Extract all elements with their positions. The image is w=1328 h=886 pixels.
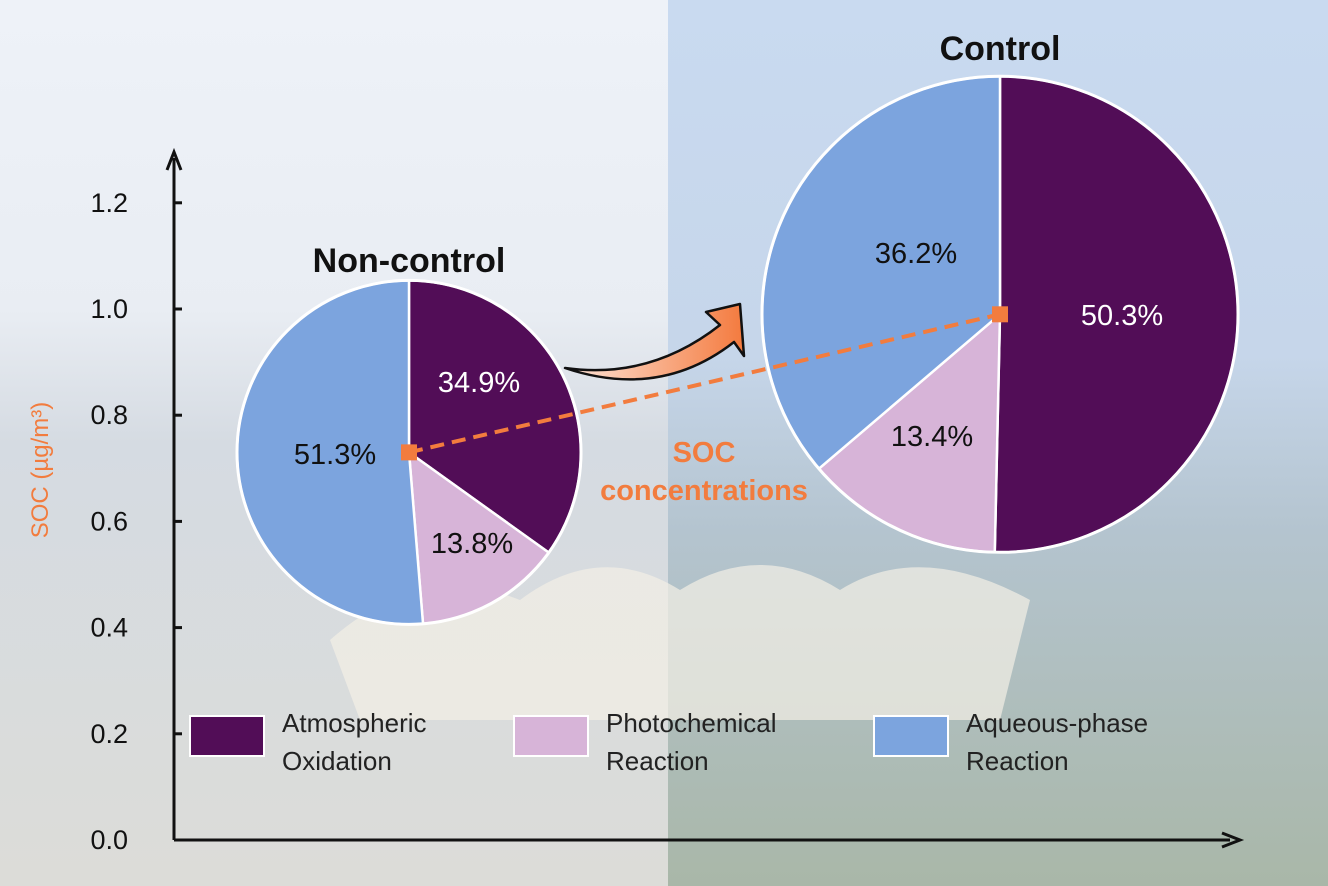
y-axis-label: SOC (µg/m³)	[27, 402, 54, 539]
slice-data-label: 36.2%	[875, 238, 957, 270]
legend-label: Photochemical	[606, 708, 777, 738]
y-tick-label: 1.2	[90, 188, 128, 218]
legend-swatch	[873, 715, 949, 757]
y-tick-label: 0.6	[90, 506, 128, 536]
stadium-silhouette	[330, 565, 1030, 720]
slice-data-label: 13.4%	[891, 421, 973, 453]
pie-title: Non-control	[313, 242, 506, 280]
legend-label: Oxidation	[282, 746, 392, 776]
soc-point-marker	[401, 444, 417, 461]
pie-outline	[235, 278, 583, 626]
y-tick-label: 0.8	[90, 400, 128, 430]
legend-label: Reaction	[966, 746, 1069, 776]
legend-label: Reaction	[606, 746, 709, 776]
y-axis-arrowhead	[165, 147, 183, 171]
soc-annotation: SOC	[673, 437, 736, 469]
pie-title: Control	[940, 30, 1061, 68]
pie-outline	[760, 74, 1240, 554]
legend-swatch	[513, 715, 589, 757]
slice-data-label: 34.9%	[438, 367, 520, 399]
y-tick-label: 0.0	[90, 825, 128, 855]
legend-label: Aqueous-phase	[966, 708, 1148, 738]
slice-data-label: 13.8%	[431, 528, 513, 560]
x-axis-arrowhead	[1221, 831, 1245, 849]
soc-point-marker	[992, 306, 1008, 323]
slice-data-label: 51.3%	[294, 439, 376, 471]
y-tick-label: 0.4	[90, 613, 128, 643]
legend-label: Atmospheric	[282, 708, 427, 738]
soc-annotation: concentrations	[600, 475, 808, 507]
legend-swatch	[189, 715, 265, 757]
slice-data-label: 50.3%	[1081, 300, 1163, 332]
y-tick-label: 1.0	[90, 294, 128, 324]
soc-trend-line	[408, 312, 1001, 455]
increase-arrow-icon	[563, 302, 746, 381]
y-tick-label: 0.2	[90, 719, 128, 749]
